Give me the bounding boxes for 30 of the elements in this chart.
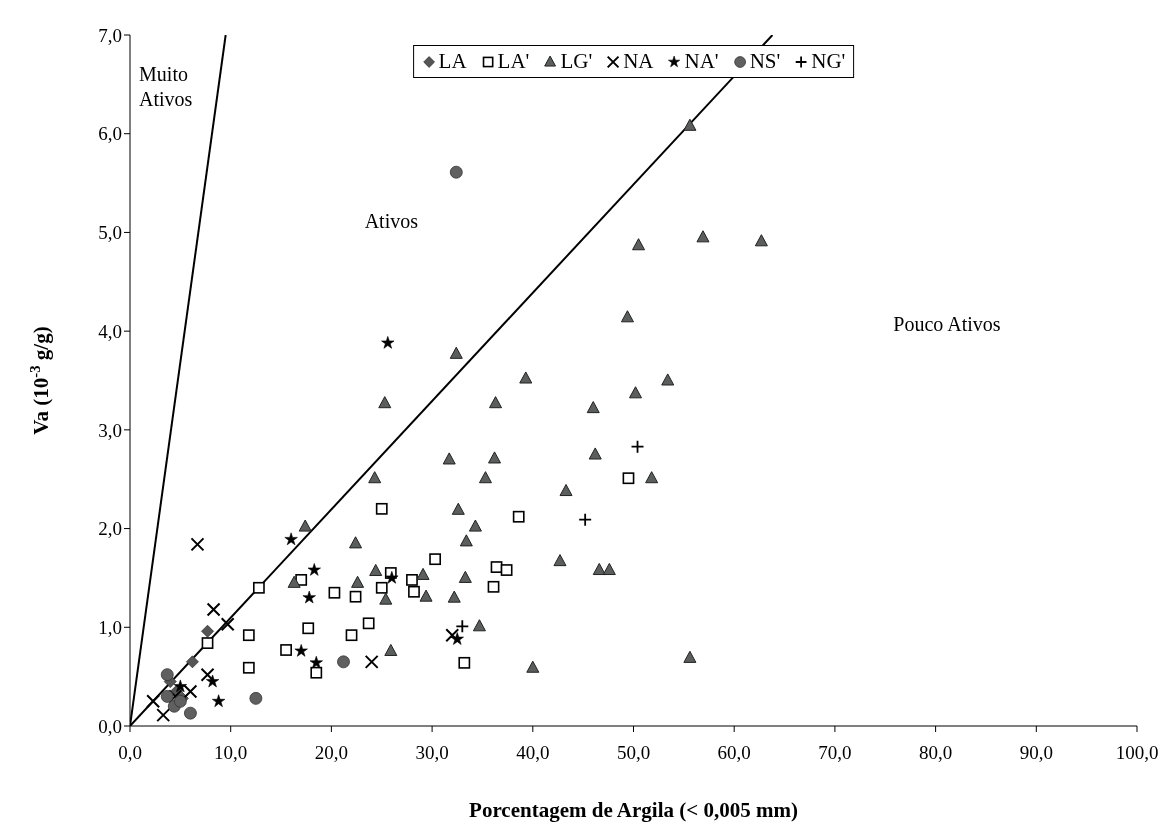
x-tick-label: 20,0: [314, 742, 349, 764]
annotation: Ativos: [364, 209, 419, 232]
legend-label: LG': [560, 49, 593, 74]
legend-label: NG': [811, 49, 846, 74]
x-tick-label: 0,0: [118, 742, 142, 764]
y-tick-label: 3,0: [98, 419, 122, 441]
x-tick-label: 50,0: [616, 742, 651, 764]
y-tick-label: 2,0: [98, 518, 122, 540]
y-tick-label: 4,0: [98, 320, 122, 342]
y-tick-label: 1,0: [98, 617, 122, 639]
x-tick-label: 70,0: [818, 742, 852, 764]
x-tick-label: 10,0: [214, 742, 248, 764]
y-tick-label: 6,0: [98, 123, 122, 145]
y-tick-label: 7,0: [98, 24, 122, 46]
y-tick-label: 0,0: [98, 715, 122, 737]
annotation: Pouco Ativos: [893, 313, 1001, 336]
x-tick-label: 100,0: [1115, 742, 1159, 764]
x-tick-label: 60,0: [717, 742, 751, 764]
annotation: Muito Ativos: [139, 62, 193, 110]
x-tick-label: 40,0: [516, 742, 550, 764]
y-tick-label: 5,0: [98, 222, 122, 244]
legend-label: NA': [684, 49, 719, 74]
legend-label: LA: [438, 49, 467, 74]
x-tick-label: 80,0: [918, 742, 953, 764]
x-tick-label: 30,0: [415, 742, 449, 764]
legend-label: LA': [497, 49, 530, 74]
x-tick-label: 90,0: [1019, 742, 1053, 764]
legend-label: NA: [623, 49, 654, 74]
x-axis-title: Porcentagem de Argila (< 0,005 mm): [469, 798, 798, 822]
legend-label: NS': [749, 49, 781, 74]
